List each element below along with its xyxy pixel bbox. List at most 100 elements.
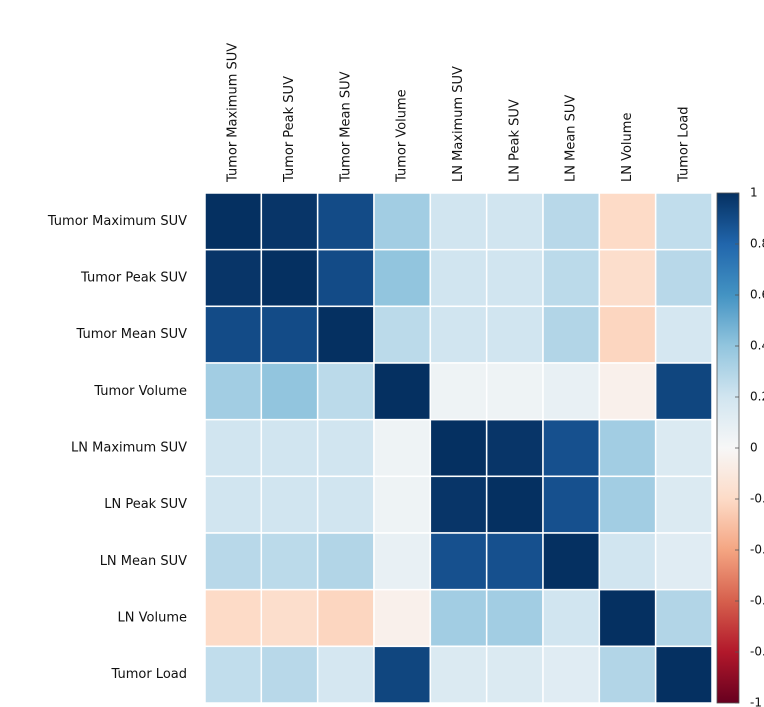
heatmap-cell [316,645,375,704]
heatmap-cell [316,532,375,591]
heatmap-cell [429,532,488,591]
colorbar-tick-label: -0.4 [750,543,764,557]
heatmap-cell [654,418,713,478]
row-label: Tumor Volume [93,384,187,399]
heatmap-cell [542,248,601,308]
colorbar-tick-label: -1 [750,696,762,707]
heatmap-cell [260,532,319,591]
heatmap-cell [204,305,263,364]
heatmap-cell [429,192,488,251]
heatmap-cell [485,192,544,251]
heatmap-cell [373,588,432,648]
heatmap-cell [542,362,601,421]
heatmap-cell [429,305,488,364]
heatmap-cell [260,588,319,648]
heatmap-cell [373,532,432,591]
row-label: LN Maximum SUV [71,441,187,456]
heatmap-cell [598,588,657,648]
heatmap-cell [316,305,375,364]
heatmap-cell [429,418,488,478]
column-label: LN Peak SUV [507,99,522,182]
heatmap-cell [204,418,263,478]
heatmap-cell [429,475,488,534]
heatmap-cells [204,192,713,704]
heatmap-cell [485,362,544,421]
heatmap-cell [260,475,319,534]
colorbar-tick-label: 0.2 [750,390,764,404]
heatmap-cell [598,305,657,364]
heatmap-cell [654,362,713,421]
column-label: Tumor Volume [395,89,410,183]
heatmap-cell [429,645,488,704]
colorbar-tick-label: 1 [750,186,758,200]
heatmap-cell [598,475,657,534]
heatmap-cell [373,305,432,364]
heatmap-cell [654,588,713,648]
heatmap-cell [316,588,375,648]
column-label: Tumor Mean SUV [338,71,353,183]
row-label: LN Mean SUV [100,554,187,569]
colorbar-tick-label: 0.4 [750,339,764,353]
column-label: Tumor Peak SUV [282,76,297,183]
heatmap-cell [598,248,657,308]
heatmap-cell [542,645,601,704]
heatmap-cell [373,645,432,704]
heatmap-cell [316,418,375,478]
heatmap-cell [260,305,319,364]
column-label: Tumor Maximum SUV [226,43,241,183]
heatmap-cell [485,305,544,364]
heatmap-cell [598,532,657,591]
heatmap-cell [485,418,544,478]
heatmap-cell [598,645,657,704]
heatmap-cell [485,248,544,308]
heatmap-cell [485,475,544,534]
heatmap-cell [429,588,488,648]
heatmap-cell [373,362,432,421]
heatmap-cell [654,305,713,364]
heatmap-cell [654,475,713,534]
heatmap-cell [316,192,375,251]
heatmap-cell [485,588,544,648]
heatmap-cell [204,248,263,308]
heatmap-cell [373,248,432,308]
heatmap-cell [373,418,432,478]
heatmap-cell [260,418,319,478]
colorbar-tick-label: 0.8 [750,237,764,251]
row-label: LN Peak SUV [104,497,187,512]
heatmap-cell [260,362,319,421]
heatmap-cell [204,532,263,591]
heatmap-cell [485,532,544,591]
heatmap-cell [429,248,488,308]
column-label: LN Volume [620,113,635,182]
heatmap-cell [542,305,601,364]
heatmap-cell [316,362,375,421]
heatmap-cell [542,475,601,534]
heatmap-cell [204,192,263,251]
heatmap-cell [654,532,713,591]
heatmap-cell [542,588,601,648]
heatmap-cell [542,532,601,591]
heatmap-cell [260,645,319,704]
colorbar-tick-label: -0.8 [750,645,764,659]
colorbar-tick-label: 0.6 [750,288,764,302]
heatmap-cell [373,192,432,251]
heatmap-cell [204,588,263,648]
column-label: LN Maximum SUV [451,66,466,182]
heatmap-cell [598,418,657,478]
heatmap-cell [204,362,263,421]
heatmap-cell [542,418,601,478]
heatmap-cell [204,645,263,704]
heatmap-cell [654,645,713,704]
colorbar-tick-label: -0.2 [750,492,764,506]
heatmap-cell [485,645,544,704]
column-label: Tumor Load [676,107,691,184]
heatmap-cell [316,248,375,308]
column-label: LN Mean SUV [564,95,579,182]
heatmap-cell [373,475,432,534]
row-label: Tumor Peak SUV [80,271,187,286]
heatmap-cell [204,475,263,534]
heatmap-cell [542,192,601,251]
heatmap-cell [316,475,375,534]
heatmap-cell [429,362,488,421]
